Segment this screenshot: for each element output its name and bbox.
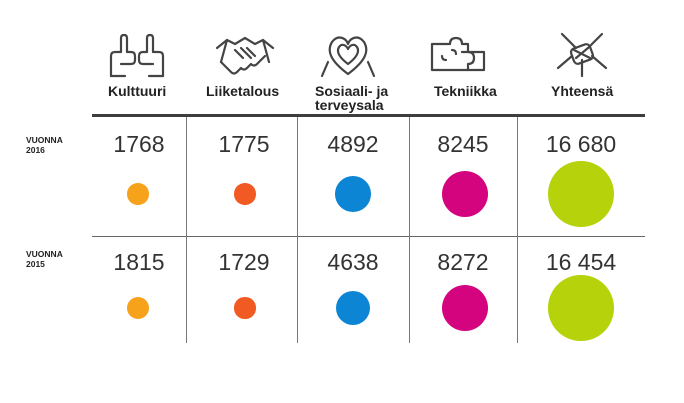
bubble-2015-yhteensa	[548, 275, 614, 341]
hands-frame-icon	[107, 30, 167, 78]
value-2015-kulttuuri: 1815	[113, 249, 165, 275]
value-2015-sosiaali: 4638	[327, 249, 379, 275]
heart-hands-icon	[318, 30, 378, 78]
column-label-yhteensa: Yhteensä	[551, 83, 614, 99]
bubble-2016-yhteensa	[548, 161, 614, 227]
handshake-icon	[215, 30, 275, 78]
row-label-2016: VUONNA 2016	[26, 135, 63, 155]
value-2016-tekniikka: 8245	[437, 131, 489, 157]
column-label-sosiaali: Sosiaali- ja terveysala	[315, 83, 389, 113]
header-rule	[92, 114, 645, 117]
column-label-kulttuuri: Kulttuuri	[108, 83, 167, 99]
bubble-2016-tekniikka	[441, 170, 489, 218]
column-divider	[409, 117, 410, 343]
value-2016-yhteensa: 16 680	[545, 131, 617, 157]
bubble-2015-liiketalous	[234, 297, 256, 319]
column-divider	[297, 117, 298, 343]
value-2016-kulttuuri: 1768	[113, 131, 165, 157]
value-2015-tekniikka: 8272	[437, 249, 489, 275]
column-divider	[517, 117, 518, 343]
value-2016-sosiaali: 4892	[327, 131, 379, 157]
column-label-liiketalous: Liiketalous	[206, 83, 280, 99]
value-2016-liiketalous: 1775	[218, 131, 270, 157]
value-2015-yhteensa: 16 454	[545, 249, 617, 275]
puzzle-hands-icon	[428, 30, 488, 78]
bubble-2015-sosiaali	[335, 290, 371, 326]
value-2015-liiketalous: 1729	[218, 249, 270, 275]
row-label-2015: VUONNA 2015	[26, 249, 63, 269]
column-label-tekniikka: Tekniikka	[434, 83, 497, 99]
bubble-2016-kulttuuri	[127, 183, 149, 205]
bubble-2016-liiketalous	[234, 183, 256, 205]
stacked-hands-icon	[552, 30, 612, 78]
bubble-2016-sosiaali	[335, 176, 371, 212]
bubble-2015-tekniikka	[441, 284, 489, 332]
row-divider	[92, 236, 645, 237]
bubble-2015-kulttuuri	[127, 297, 149, 319]
column-divider	[186, 117, 187, 343]
